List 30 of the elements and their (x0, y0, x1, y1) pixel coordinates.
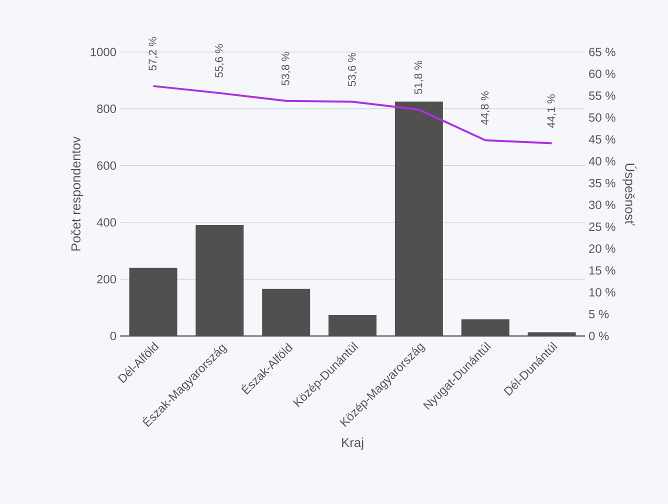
y2-tick-label: 10 % (589, 288, 616, 297)
data-label: 51,8 % (414, 60, 424, 94)
y2-tick-label: 60 % (589, 70, 616, 78)
data-label: 44,8 % (480, 91, 490, 125)
y2-tick-label: 0 % (588, 332, 609, 340)
y2-tick-label: 5 % (589, 310, 609, 318)
data-label: 57,2 % (148, 37, 158, 70)
y-tick-label: 1000 (90, 48, 116, 56)
data-label: 55,6 % (215, 44, 224, 78)
y-tick-label: 200 (97, 274, 116, 284)
y2-axis-title: Úspešnosť (622, 164, 637, 226)
y-tick-label: 800 (97, 104, 116, 114)
y2-tick-label: 50 % (589, 113, 616, 122)
y-tick-label: 600 (97, 161, 116, 170)
y2-tick-label: 55 % (589, 91, 616, 100)
y-axis-title: Počet respondentov (70, 136, 84, 251)
data-label: 44,1 % (547, 94, 556, 128)
y2-tick-label: 35 % (588, 178, 616, 188)
data-label: 53,8 % (282, 52, 291, 86)
x-axis-title: Kraj (342, 438, 364, 450)
y2-tick-label: 40 % (588, 156, 616, 166)
data-label: 53,6 % (348, 52, 358, 86)
y-tick-label: 400 (96, 218, 116, 227)
y2-tick-label: 45 % (588, 135, 616, 144)
y2-tick-label: 20 % (589, 244, 616, 253)
y2-tick-label: 30 % (588, 200, 616, 210)
y2-tick-label: 15 % (589, 266, 616, 275)
y2-tick-label: 65 % (589, 48, 616, 56)
y2-tick-label: 25 % (589, 222, 616, 231)
y-tick-label: 0 (110, 332, 116, 340)
